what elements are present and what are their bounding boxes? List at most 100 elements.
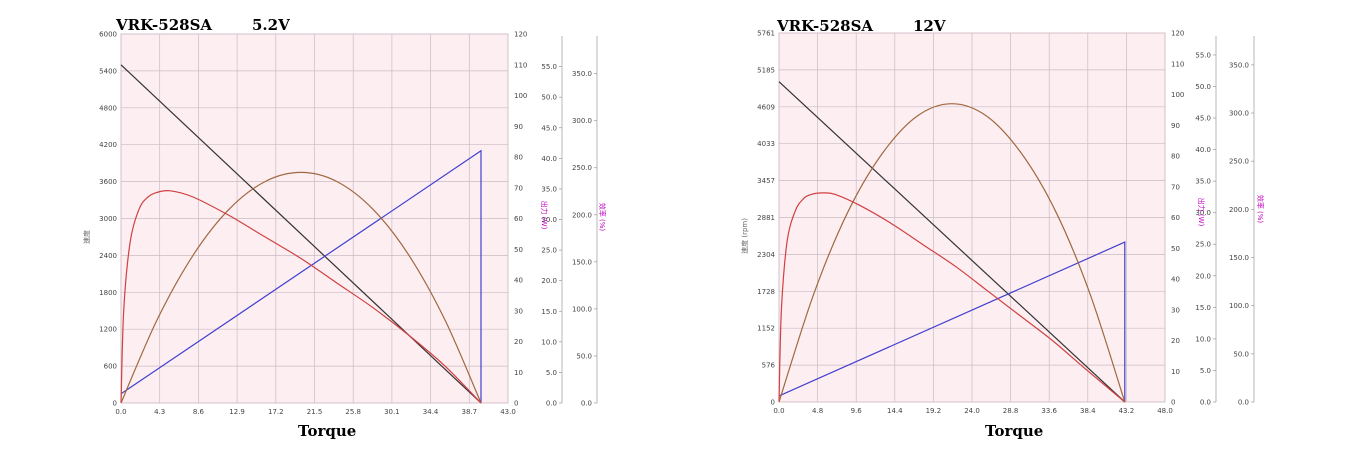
chart1-speed-tick-label: 4200 bbox=[99, 141, 117, 149]
chart1-power-tick-label: 35.0 bbox=[541, 185, 557, 193]
chart2-efficiency-tick-label: 100.0 bbox=[1229, 302, 1249, 310]
chart2-x-tick-label: 4.8 bbox=[812, 407, 823, 415]
chart1-power-tick-label: 55.0 bbox=[541, 63, 557, 71]
chart1-speed-axis-label: 速度 bbox=[82, 230, 91, 244]
chart2-speed-tick-label: 576 bbox=[762, 362, 776, 370]
chart2-x-tick-label: 33.6 bbox=[1041, 407, 1057, 415]
chart2-speed-tick-label: 0 bbox=[771, 399, 775, 407]
chart2-current-tick-label: 110 bbox=[1171, 60, 1184, 68]
chart1-x-tick-label: 43.0 bbox=[500, 408, 516, 416]
chart1-current-tick-label: 90 bbox=[514, 123, 523, 131]
chart1-x-tick-label: 21.5 bbox=[307, 408, 323, 416]
chart1-current-tick-label: 10 bbox=[514, 369, 523, 377]
chart1-x-tick-label: 0.0 bbox=[115, 408, 126, 416]
chart1-speed-tick-label: 0 bbox=[113, 400, 117, 408]
chart1-x-tick-label: 12.9 bbox=[229, 408, 245, 416]
chart1-speed-tick-label: 5400 bbox=[99, 67, 117, 75]
chart2-speed-tick-label: 4609 bbox=[757, 103, 775, 111]
chart2-current-tick-label: 50 bbox=[1171, 245, 1180, 253]
chart1-current-tick-label: 100 bbox=[514, 92, 527, 100]
chart2-power-tick-label: 30.0 bbox=[1195, 209, 1211, 217]
chart2-x-tick-label: 43.2 bbox=[1119, 407, 1135, 415]
chart2-current-tick-label: 90 bbox=[1171, 122, 1180, 130]
chart-panel-12v: VRK-528SA 12V 0.0 4.8 9.6 14.4 19.2 24.0 28.8 33.… bbox=[660, 0, 1346, 466]
chart1-power-tick-label: 40.0 bbox=[541, 155, 557, 163]
chart1-current-tick-label: 40 bbox=[514, 277, 523, 285]
chart1-current-tick-label: 20 bbox=[514, 338, 523, 346]
chart2-current-tick-label: 80 bbox=[1171, 153, 1180, 161]
chart1-power-tick-label: 30.0 bbox=[541, 216, 557, 224]
chart1-efficiency-tick-label: 300.0 bbox=[572, 117, 592, 125]
chart1-power-tick-label: 20.0 bbox=[541, 277, 557, 285]
chart2-efficiency-tick-label: 0.0 bbox=[1238, 399, 1249, 407]
chart2-efficiency-tick-label: 150.0 bbox=[1229, 254, 1249, 262]
chart1-x-tick-label: 30.1 bbox=[384, 408, 400, 416]
chart2-speed-tick-label: 1728 bbox=[757, 288, 775, 296]
chart2-power-tick-label: 15.0 bbox=[1195, 304, 1211, 312]
chart2-current-tick-label: 70 bbox=[1171, 183, 1180, 191]
chart2-series-output bbox=[778, 103, 1126, 403]
chart2-speed-axis-label: 速度 (rpm) bbox=[740, 218, 749, 254]
chart2-x-tick-label: 28.8 bbox=[1003, 407, 1019, 415]
chart2-x-tick-label: 0.0 bbox=[773, 407, 784, 415]
chart1-x-tick-label: 4.3 bbox=[154, 408, 165, 416]
chart2-current-tick-label: 10 bbox=[1171, 368, 1180, 376]
chart1-efficiency-tick-label: 200.0 bbox=[572, 211, 592, 219]
chart1-x-tick-label: 17.2 bbox=[268, 408, 284, 416]
chart1-x-tick-label: 8.6 bbox=[193, 408, 205, 416]
chart1-series-efficiency bbox=[120, 190, 482, 404]
chart2-efficiency-tick-label: 50.0 bbox=[1233, 350, 1249, 358]
chart1-power-tick-label: 0.0 bbox=[546, 400, 557, 408]
chart-panel-5v2: VRK-528SA 5.2V 0.0 4.3 8.6 12.9 17.2 21.5 25.8 30… bbox=[82, 16, 607, 440]
chart1-current-tick-label: 120 bbox=[514, 31, 527, 39]
chart2-current-tick-label: 60 bbox=[1171, 214, 1180, 222]
chart2-speed-tick-label: 2304 bbox=[757, 251, 775, 259]
chart1-current-tick-label: 110 bbox=[514, 61, 527, 69]
chart2-speed-tick-label: 3457 bbox=[757, 177, 775, 185]
chart2-title: VRK-528SA bbox=[776, 17, 873, 35]
chart2-current-tick-label: 100 bbox=[1171, 91, 1184, 99]
chart1-power-tick-label: 10.0 bbox=[541, 338, 557, 346]
chart1-current-tick-label: 0 bbox=[514, 400, 518, 408]
chart1-power-tick-label: 25.0 bbox=[541, 247, 557, 255]
chart2-power-tick-label: 0.0 bbox=[1200, 399, 1211, 407]
chart1-series-speed bbox=[120, 64, 482, 404]
chart1-efficiency-tick-label: 50.0 bbox=[576, 352, 592, 360]
chart2-speed-tick-label: 2881 bbox=[757, 214, 775, 222]
chart2-x-tick-label: 9.6 bbox=[851, 407, 863, 415]
chart1-x-tick-label: 25.8 bbox=[345, 408, 361, 416]
chart1-x-tick-label: 38.7 bbox=[462, 408, 478, 416]
chart1-x-tick-label: 34.4 bbox=[423, 408, 439, 416]
chart2-power-tick-label: 10.0 bbox=[1195, 335, 1211, 343]
chart2-speed-tick-label: 4033 bbox=[757, 140, 775, 148]
chart1-current-tick-label: 60 bbox=[514, 215, 523, 223]
chart2-power-tick-label: 55.0 bbox=[1195, 51, 1211, 59]
chart2-x-axis-label: Torque bbox=[985, 422, 1043, 440]
chart1-speed-tick-label: 2400 bbox=[99, 252, 117, 260]
chart1-efficiency-tick-label: 350.0 bbox=[572, 70, 592, 78]
chart1-efficiency-tick-label: 100.0 bbox=[572, 305, 592, 313]
chart2-power-tick-label: 40.0 bbox=[1195, 146, 1211, 154]
chart1-power-axis-label: 出力 (W) bbox=[540, 201, 549, 230]
chart2-power-axis-label: 出力 (W) bbox=[1197, 198, 1206, 227]
chart2-speed-tick-label: 1152 bbox=[757, 325, 775, 333]
chart2-speed-tick-label: 5761 bbox=[757, 30, 775, 38]
chart1-efficiency-axis-label: 效率 (%) bbox=[598, 203, 607, 232]
chart1-efficiency-tick-label: 0.0 bbox=[581, 400, 592, 408]
motor-chart-12v: VRK-528SA 12V 0.0 4.8 9.6 14.4 19.2 24.0 28.8 33.… bbox=[740, 17, 1265, 440]
chart1-x-axis-label: Torque bbox=[298, 422, 356, 440]
chart1-speed-tick-label: 3000 bbox=[99, 215, 117, 223]
chart1-power-tick-label: 5.0 bbox=[546, 369, 557, 377]
chart1-current-tick-label: 70 bbox=[514, 184, 523, 192]
chart2-efficiency-tick-label: 300.0 bbox=[1229, 110, 1249, 118]
chart2-series-speed bbox=[778, 81, 1126, 403]
chart2-current-tick-label: 40 bbox=[1171, 276, 1180, 284]
chart1-speed-tick-label: 1200 bbox=[99, 326, 117, 334]
chart1-current-tick-label: 80 bbox=[514, 154, 523, 162]
motor-chart-5v2: VRK-528SA 5.2V 0.0 4.3 8.6 12.9 17.2 21.5 25.8 30… bbox=[82, 16, 607, 440]
chart2-efficiency-tick-label: 200.0 bbox=[1229, 206, 1249, 214]
chart2-power-tick-label: 45.0 bbox=[1195, 115, 1211, 123]
chart2-power-tick-label: 50.0 bbox=[1195, 83, 1211, 91]
chart1-series-output bbox=[120, 171, 482, 404]
chart2-efficiency-axis-label: 效率 (%) bbox=[1256, 195, 1265, 224]
